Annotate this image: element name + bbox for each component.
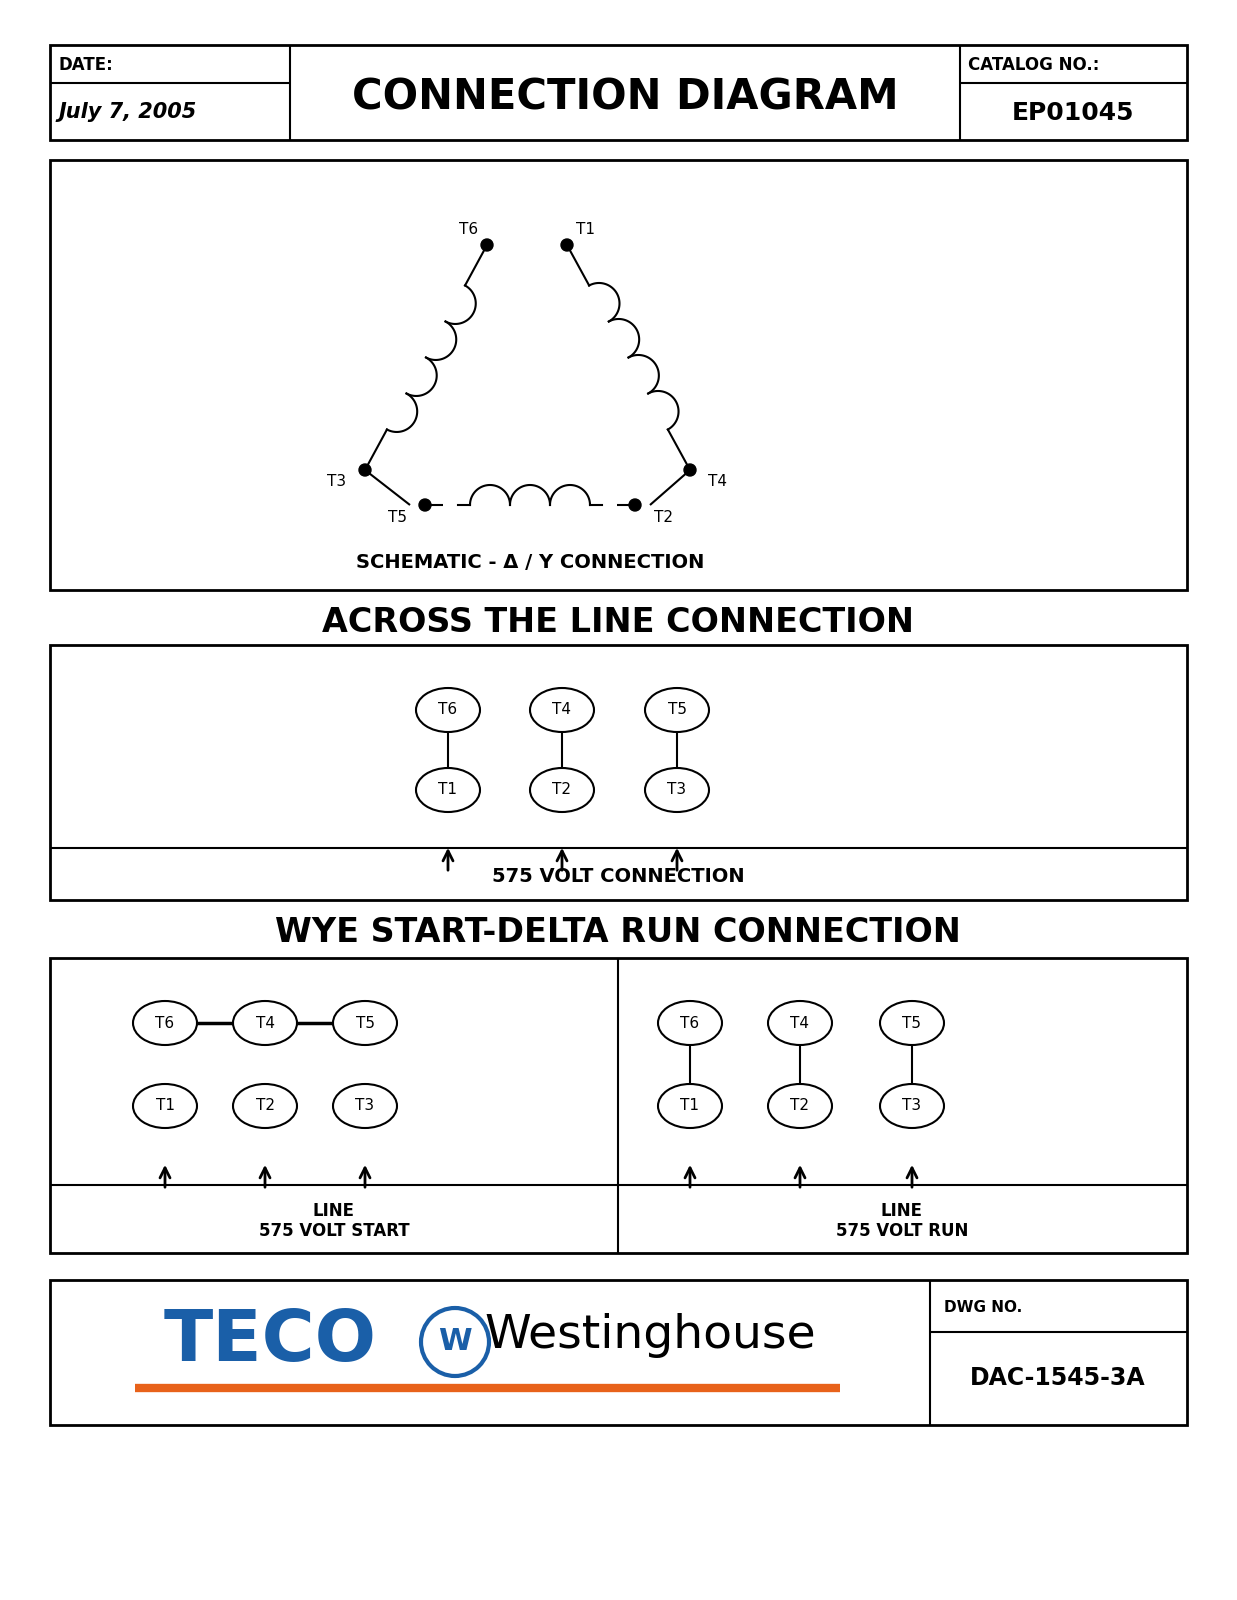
- Text: T3: T3: [668, 782, 687, 797]
- Bar: [49, 645, 1188, 899]
- Text: T6: T6: [459, 221, 479, 237]
- Text: T4: T4: [256, 1016, 275, 1030]
- Circle shape: [684, 464, 696, 477]
- Text: T6: T6: [438, 702, 458, 717]
- Circle shape: [419, 499, 430, 510]
- Text: T5: T5: [387, 509, 407, 525]
- Text: SCHEMATIC - Δ / Y CONNECTION: SCHEMATIC - Δ / Y CONNECTION: [356, 552, 704, 571]
- Text: LINE
575 VOLT START: LINE 575 VOLT START: [259, 1202, 409, 1240]
- Text: CONNECTION DIAGRAM: CONNECTION DIAGRAM: [351, 75, 898, 118]
- Text: T4: T4: [790, 1016, 809, 1030]
- Text: T2: T2: [553, 782, 571, 797]
- Text: T4: T4: [709, 475, 727, 490]
- Text: DATE:: DATE:: [58, 56, 113, 74]
- Text: DWG NO.: DWG NO.: [944, 1301, 1022, 1315]
- Text: T2: T2: [790, 1099, 809, 1114]
- Text: T4: T4: [553, 702, 571, 717]
- Text: T2: T2: [256, 1099, 275, 1114]
- Text: T5: T5: [903, 1016, 922, 1030]
- Text: TECO: TECO: [163, 1307, 376, 1376]
- Circle shape: [359, 464, 371, 477]
- Text: 575 VOLT CONNECTION: 575 VOLT CONNECTION: [491, 867, 745, 885]
- Bar: [49, 958, 1188, 1253]
- Text: ACROSS THE LINE CONNECTION: ACROSS THE LINE CONNECTION: [322, 606, 914, 640]
- Text: W: W: [438, 1328, 471, 1357]
- Circle shape: [481, 238, 494, 251]
- Text: July 7, 2005: July 7, 2005: [58, 102, 197, 122]
- Text: EP01045: EP01045: [1012, 101, 1134, 125]
- Text: DAC-1545-3A: DAC-1545-3A: [970, 1366, 1145, 1390]
- Text: T5: T5: [355, 1016, 375, 1030]
- Text: T3: T3: [328, 475, 346, 490]
- Text: T1: T1: [438, 782, 458, 797]
- Text: T2: T2: [653, 509, 673, 525]
- Circle shape: [628, 499, 641, 510]
- Bar: [49, 1280, 1188, 1426]
- Bar: [49, 45, 1188, 141]
- Bar: [49, 160, 1188, 590]
- Text: T3: T3: [355, 1099, 375, 1114]
- Text: LINE
575 VOLT RUN: LINE 575 VOLT RUN: [836, 1202, 969, 1240]
- Text: WYE START-DELTA RUN CONNECTION: WYE START-DELTA RUN CONNECTION: [275, 917, 961, 949]
- Text: T1: T1: [575, 221, 595, 237]
- Text: CATALOG NO.:: CATALOG NO.:: [969, 56, 1100, 74]
- Text: T1: T1: [680, 1099, 699, 1114]
- Text: T6: T6: [156, 1016, 174, 1030]
- Text: Westinghouse: Westinghouse: [484, 1312, 816, 1357]
- Circle shape: [562, 238, 573, 251]
- Text: T6: T6: [680, 1016, 700, 1030]
- Text: T5: T5: [668, 702, 687, 717]
- Text: T1: T1: [156, 1099, 174, 1114]
- Text: T3: T3: [903, 1099, 922, 1114]
